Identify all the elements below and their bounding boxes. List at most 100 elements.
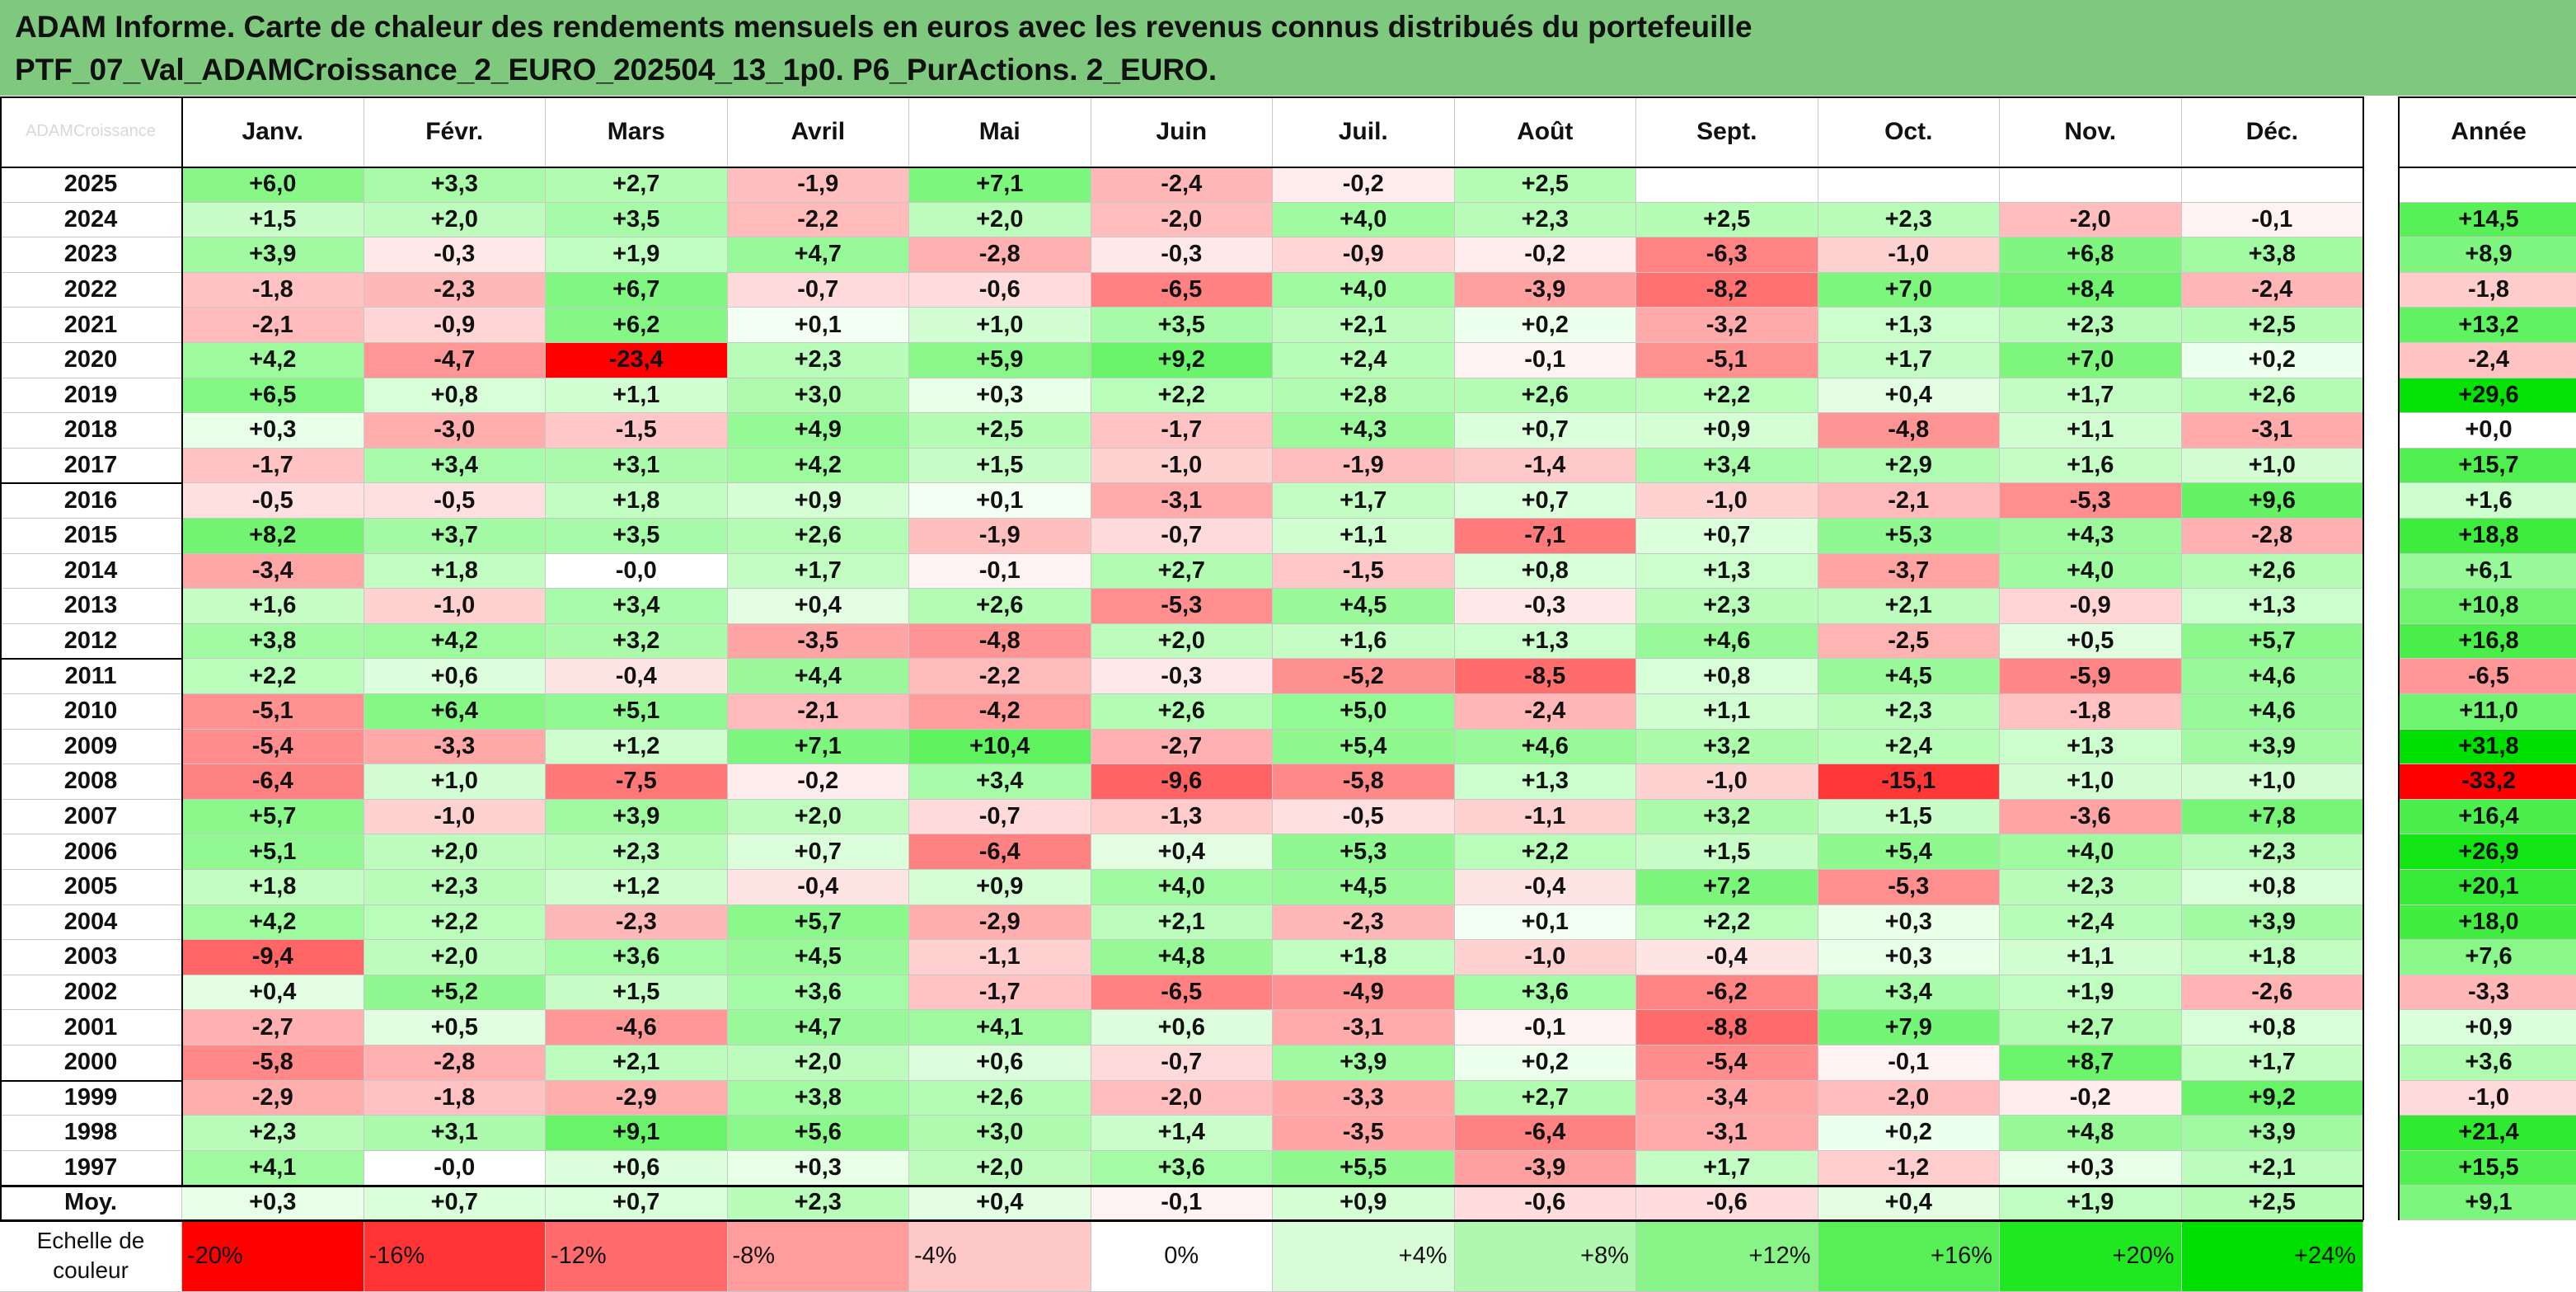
heat-cell: +1,1: [1636, 694, 1818, 730]
heat-cell: +3,9: [2181, 1116, 2363, 1151]
heat-cell: +0,7: [1454, 483, 1636, 519]
row-year-label: 2022: [0, 272, 182, 308]
heat-cell: +1,8: [2181, 940, 2363, 975]
heat-cell: +3,2: [1636, 799, 1818, 835]
heat-cell: -2,4: [2181, 272, 2363, 308]
annual-cell: +31,8: [2398, 729, 2576, 765]
heat-cell: +6,2: [546, 308, 728, 343]
heat-cell: +3,5: [546, 202, 728, 238]
row-year-label: 2020: [0, 343, 182, 378]
heat-cell: +0,5: [2000, 623, 2182, 660]
heat-cell: +2,0: [1091, 623, 1273, 660]
heat-cell: +3,8: [182, 623, 364, 660]
heat-cell: +0,3: [1818, 940, 2000, 975]
color-scale-title-line-2: couleur: [53, 1257, 129, 1284]
average-annual-cell: +9,1: [2398, 1186, 2576, 1221]
heat-cell: -4,2: [909, 694, 1091, 730]
heat-cell: -5,1: [1636, 343, 1818, 378]
heat-cell: -1,3: [1091, 799, 1273, 835]
heat-cell: +0,8: [1454, 553, 1636, 590]
column-header-10: Nov.: [2000, 96, 2182, 167]
heat-cell: -3,0: [364, 413, 546, 449]
heat-cell: +2,3: [1818, 694, 2000, 730]
heat-cell: +2,6: [909, 589, 1091, 624]
row-year-label: 1998: [0, 1116, 182, 1151]
heat-cell: +5,7: [2181, 623, 2363, 660]
heat-cell: -5,1: [182, 694, 364, 730]
row-year-label: 2002: [0, 975, 182, 1011]
heat-cell: +6,7: [546, 272, 728, 308]
heat-cell: +3,4: [364, 448, 546, 484]
heat-cell: +1,0: [2181, 764, 2363, 800]
heat-cell: +5,3: [1273, 834, 1455, 870]
heat-cell: -1,8: [2000, 694, 2182, 730]
annual-cell: +15,7: [2398, 448, 2576, 484]
heat-cell: +0,7: [1454, 413, 1636, 449]
heat-cell: +2,5: [909, 413, 1091, 449]
heat-cell: +3,9: [182, 237, 364, 273]
annual-cell: +18,8: [2398, 519, 2576, 554]
heat-cell: -0,3: [1091, 237, 1273, 273]
heat-cell: -3,4: [182, 553, 364, 590]
heat-cell: -3,6: [2000, 799, 2182, 835]
heat-cell: +5,5: [1273, 1150, 1455, 1186]
heat-cell: -0,3: [364, 237, 546, 273]
heat-cell: -3,1: [1091, 483, 1273, 519]
heat-cell: -1,9: [727, 167, 909, 203]
color-scale-title: Echelle de couleur: [0, 1220, 182, 1292]
heat-cell: +1,5: [909, 448, 1091, 484]
heat-cell: -1,1: [1454, 799, 1636, 835]
heat-cell: -0,9: [2000, 589, 2182, 624]
row-year-label: 2010: [0, 694, 182, 730]
heat-cell: -8,2: [1636, 272, 1818, 308]
heat-cell: +7,0: [2000, 343, 2182, 378]
heat-cell: -6,4: [909, 834, 1091, 870]
heat-cell: +3,6: [546, 940, 728, 975]
frame-header-bottom: [0, 167, 2363, 168]
annual-cell: +8,9: [2398, 237, 2576, 273]
heat-cell: +0,4: [1818, 378, 2000, 414]
heat-cell: +1,8: [1273, 940, 1455, 975]
heat-cell: -3,1: [1273, 1010, 1455, 1045]
heat-cell: +2,3: [1636, 589, 1818, 624]
heat-cell: +8,4: [2000, 272, 2182, 308]
heat-cell: -1,8: [182, 272, 364, 308]
heat-cell: +2,2: [182, 659, 364, 694]
annual-cell: +16,4: [2398, 799, 2576, 835]
row-year-label: 2018: [0, 413, 182, 449]
annual-cell: +14,5: [2398, 202, 2576, 238]
heat-cell: -1,1: [909, 940, 1091, 975]
heat-cell: +4,0: [2000, 553, 2182, 590]
column-header-11: Déc.: [2181, 96, 2363, 167]
row-year-label: 2003: [0, 940, 182, 975]
heat-cell: +1,9: [2000, 975, 2182, 1011]
heat-cell: -2,1: [1818, 483, 2000, 519]
heat-cell: +8,2: [182, 519, 364, 554]
heat-cell: +2,6: [1454, 378, 1636, 414]
heat-cell: -0,1: [1454, 1010, 1636, 1045]
column-header-3: Avril: [727, 96, 909, 167]
heat-cell: -1,0: [1818, 237, 2000, 273]
heat-cell: -2,8: [2181, 519, 2363, 554]
heat-cell: +2,3: [182, 1116, 364, 1151]
color-scale-swatch: +12%: [1636, 1220, 1818, 1292]
heat-cell: -9,6: [1091, 764, 1273, 800]
annual-cell: +15,5: [2398, 1150, 2576, 1186]
heat-cell: +2,4: [1818, 729, 2000, 765]
heat-cell: +1,5: [1818, 799, 2000, 835]
heat-cell: +2,2: [1636, 378, 1818, 414]
heat-cell: -0,1: [1818, 1045, 2000, 1081]
heat-cell: -1,0: [1454, 940, 1636, 975]
heat-cell: [2000, 167, 2182, 203]
heat-cell: -2,2: [909, 659, 1091, 694]
heat-cell: +4,5: [1273, 589, 1455, 624]
heat-cell: -3,3: [364, 729, 546, 765]
heat-cell: -0,5: [182, 483, 364, 519]
heat-cell: +3,6: [1454, 975, 1636, 1011]
heat-cell: -1,0: [1636, 483, 1818, 519]
heat-cell: +2,7: [2000, 1010, 2182, 1045]
heat-cell: +0,7: [727, 834, 909, 870]
heat-cell: +2,4: [2000, 904, 2182, 941]
heat-cell: -4,8: [1818, 413, 2000, 449]
heat-cell: +1,7: [2181, 1045, 2363, 1081]
